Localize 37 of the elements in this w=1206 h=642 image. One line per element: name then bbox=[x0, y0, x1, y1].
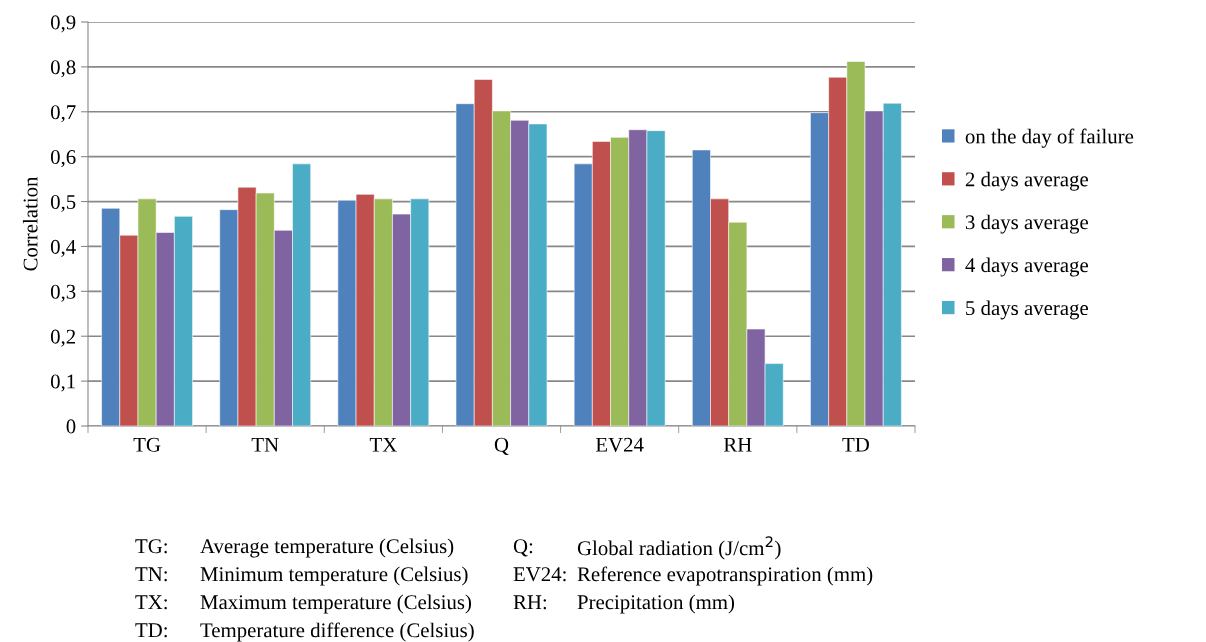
x-tick-label: Q bbox=[494, 437, 509, 455]
x-tick-label: TG bbox=[133, 437, 161, 452]
y-tick-label: 0,1 bbox=[50, 374, 75, 392]
legend-label: on the day of failure bbox=[965, 128, 1134, 148]
x-tick-label: TD bbox=[842, 437, 869, 452]
x-tick-label: RH bbox=[723, 437, 752, 452]
text: TG: bbox=[135, 539, 167, 554]
legend-label: 3 days average bbox=[965, 214, 1088, 234]
legend-label: 5 days average bbox=[966, 300, 1088, 320]
y-tick-label: 0 bbox=[66, 419, 76, 434]
y-tick-label: 0,7 bbox=[50, 105, 76, 123]
y-tick-label: 0,5 bbox=[50, 194, 76, 212]
y-tick-label: 0,2 bbox=[50, 329, 76, 347]
text: TD: bbox=[135, 623, 167, 638]
y-tick-label: 0,9 bbox=[50, 15, 76, 33]
y-tick-label: 0,3 bbox=[50, 284, 76, 302]
x-tick-label: EV24 bbox=[595, 437, 644, 452]
text: Average temperature (Celsius) bbox=[200, 538, 454, 558]
text: Temperature difference (Celsius) bbox=[200, 622, 474, 642]
text: EV24: bbox=[513, 567, 566, 582]
text: Minimum temperature (Celsius) bbox=[200, 566, 468, 586]
text: Precipitation (mm) bbox=[577, 594, 735, 614]
y-tick-label: 0,6 bbox=[50, 150, 76, 168]
text: RH: bbox=[513, 595, 547, 610]
text: Global radiation (J/cm$^{2}$) bbox=[577, 536, 781, 560]
text: Reference evapotranspiration (mm) bbox=[577, 566, 873, 586]
y-axis-title: Correlation bbox=[22, 176, 38, 271]
legend-label: 2 days average bbox=[965, 171, 1088, 191]
x-tick-label: TX bbox=[369, 437, 397, 452]
text: Maximum temperature (Celsius) bbox=[200, 594, 472, 614]
x-tick-label: TN bbox=[251, 437, 279, 452]
text: TN: bbox=[135, 567, 167, 582]
y-tick-label: 0,8 bbox=[50, 60, 76, 78]
text: Q: bbox=[513, 539, 533, 557]
text: TX: bbox=[135, 595, 167, 610]
y-tick-label: 0,4 bbox=[50, 239, 76, 257]
legend-label: 4 days average bbox=[965, 257, 1088, 277]
